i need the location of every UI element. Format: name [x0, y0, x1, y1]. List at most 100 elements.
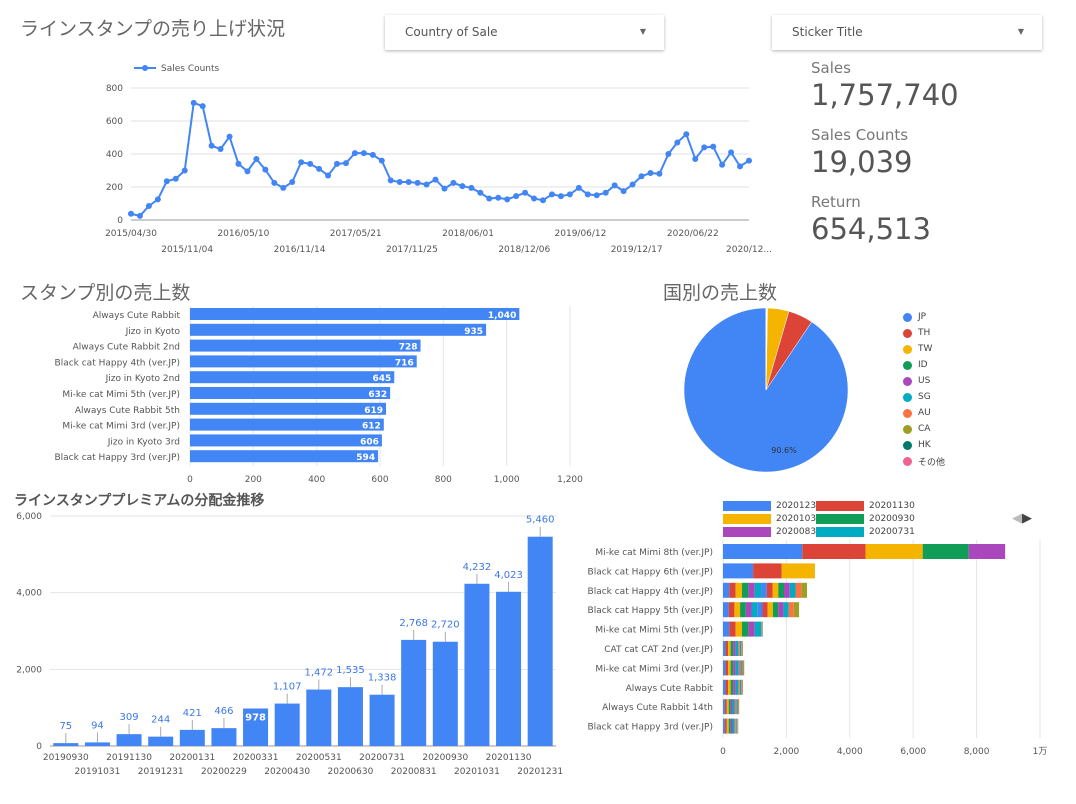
data-point: [737, 163, 744, 170]
legend-swatch: [723, 501, 771, 511]
legend-item: 20201031: [723, 513, 822, 525]
x-tick-label: 20201231: [517, 767, 563, 777]
stack-segment: [724, 699, 727, 715]
stack-segment: [740, 660, 742, 676]
stack-segment: [740, 679, 742, 695]
category-label: CAT cat CAT 2nd (ver.JP): [604, 645, 713, 655]
stack-segment: [738, 641, 739, 656]
stack-segment: [788, 602, 794, 618]
data-point: [217, 146, 224, 153]
stack-segment: [772, 582, 779, 598]
legend-dot: [903, 424, 912, 434]
data-point: [387, 177, 394, 184]
x-tick-label: 20200731: [359, 753, 405, 763]
stack-segment: [751, 602, 758, 618]
data-point: [262, 166, 269, 173]
category-label: Black cat Happy 5th (ver.JP): [588, 606, 713, 616]
category-label: Mi-ke cat Mimi 3rd (ver.JP): [62, 422, 180, 432]
y-tick-label: 800: [106, 84, 123, 94]
bar: [190, 434, 382, 447]
x-tick-label: 2016/11/14: [274, 245, 326, 255]
x-tick-label: 20200331: [233, 753, 279, 763]
sticker-sales-bar-chart: 0 200 400 600 800 1,000 1,200 Always Cute Rabbi…: [54, 306, 583, 485]
stack-segment: [772, 602, 779, 618]
data-point: [656, 170, 663, 177]
stack-segment: [728, 718, 731, 734]
bar-value-label: 1,107: [273, 682, 302, 693]
legend-pager[interactable]: ◀▶: [1012, 511, 1032, 526]
bar: [190, 339, 421, 352]
x-tick-label: 200: [245, 475, 262, 485]
stack-segment: [739, 679, 741, 695]
stack-segment: [738, 679, 740, 695]
stack-segment: [730, 718, 733, 734]
bar-value-label: 594: [356, 453, 375, 463]
legend-dot: [903, 344, 912, 354]
x-tick-label: 2017/05/21: [330, 229, 382, 239]
legend-label: 20200731: [869, 527, 915, 537]
bar-value-label: 2,720: [431, 620, 460, 631]
stack-segment: [766, 582, 773, 598]
bar: [190, 402, 387, 415]
stack-segment: [789, 582, 796, 598]
data-point: [396, 179, 403, 186]
stack-segment: [793, 602, 800, 618]
data-point: [378, 157, 385, 164]
stack-segment: [735, 699, 736, 715]
bar: [337, 687, 363, 746]
bar: [190, 308, 520, 320]
data-point: [280, 184, 287, 191]
x-tick-label: 1,000: [494, 475, 520, 485]
legend-dot: [903, 328, 912, 338]
legend-label: JP: [918, 312, 927, 322]
country-of-sale-label: Country of Sale: [405, 25, 498, 39]
x-tick-label: 1,200: [557, 475, 583, 485]
legend-label: 20201231: [776, 501, 822, 511]
stack-segment: [741, 679, 742, 695]
x-tick-label: 20200531: [296, 753, 342, 763]
bar-value-label: 1,040: [488, 311, 516, 321]
sticker-sales-title: スタンプ別の売上数: [20, 282, 191, 304]
data-point: [298, 159, 305, 166]
bar: [432, 641, 458, 746]
bar: [190, 355, 417, 368]
x-tick-label: 20200630: [328, 767, 374, 777]
kpi-sales-counts-label: Sales Counts: [811, 126, 909, 144]
data-point: [351, 150, 358, 157]
stack-segment: [737, 699, 739, 715]
stack-segment: [723, 582, 730, 598]
data-point: [575, 184, 582, 191]
data-point: [584, 191, 591, 198]
legend-label: 20200930: [869, 514, 915, 524]
legend-item: 20201231: [723, 500, 822, 512]
stack-segment: [723, 621, 730, 637]
sales-counts-line-chart: Sales Counts 0 200 400 600 800 2015/04/30 2015/…: [105, 64, 772, 255]
y-tick-label: 600: [106, 117, 123, 127]
stack-segment: [723, 602, 729, 618]
legend-swatch: [816, 501, 864, 511]
data-point: [307, 160, 314, 167]
legend-prev-icon[interactable]: ◀: [1012, 511, 1022, 526]
chevron-down-icon: ▼: [1017, 27, 1024, 36]
sticker-title-dropdown[interactable]: Sticker Title ▼: [772, 15, 1042, 50]
stack-segment: [723, 679, 726, 695]
stack-segment: [741, 641, 742, 656]
legend-swatch: [816, 527, 864, 537]
data-point: [289, 179, 296, 186]
stack-segment: [736, 699, 737, 715]
x-tick-label: 2015/11/04: [161, 245, 213, 255]
stack-segment: [738, 660, 740, 676]
legend-item: その他: [903, 453, 945, 469]
bar: [369, 694, 395, 746]
country-of-sale-dropdown[interactable]: Country of Sale ▼: [385, 15, 664, 50]
stack-segment: [735, 621, 743, 637]
stack-segment: [762, 602, 768, 618]
pie-slice-label: 90.6%: [771, 446, 797, 455]
x-tick-label: 6,000: [900, 747, 926, 757]
legend-item: JP: [903, 309, 945, 325]
legend-label: TH: [918, 328, 931, 338]
x-tick-label: 0: [187, 475, 193, 485]
category-label: Mi-ke cat Mimi 3rd (ver.JP): [595, 664, 713, 674]
legend-next-icon[interactable]: ▶: [1022, 511, 1032, 526]
stack-segment: [723, 563, 754, 579]
